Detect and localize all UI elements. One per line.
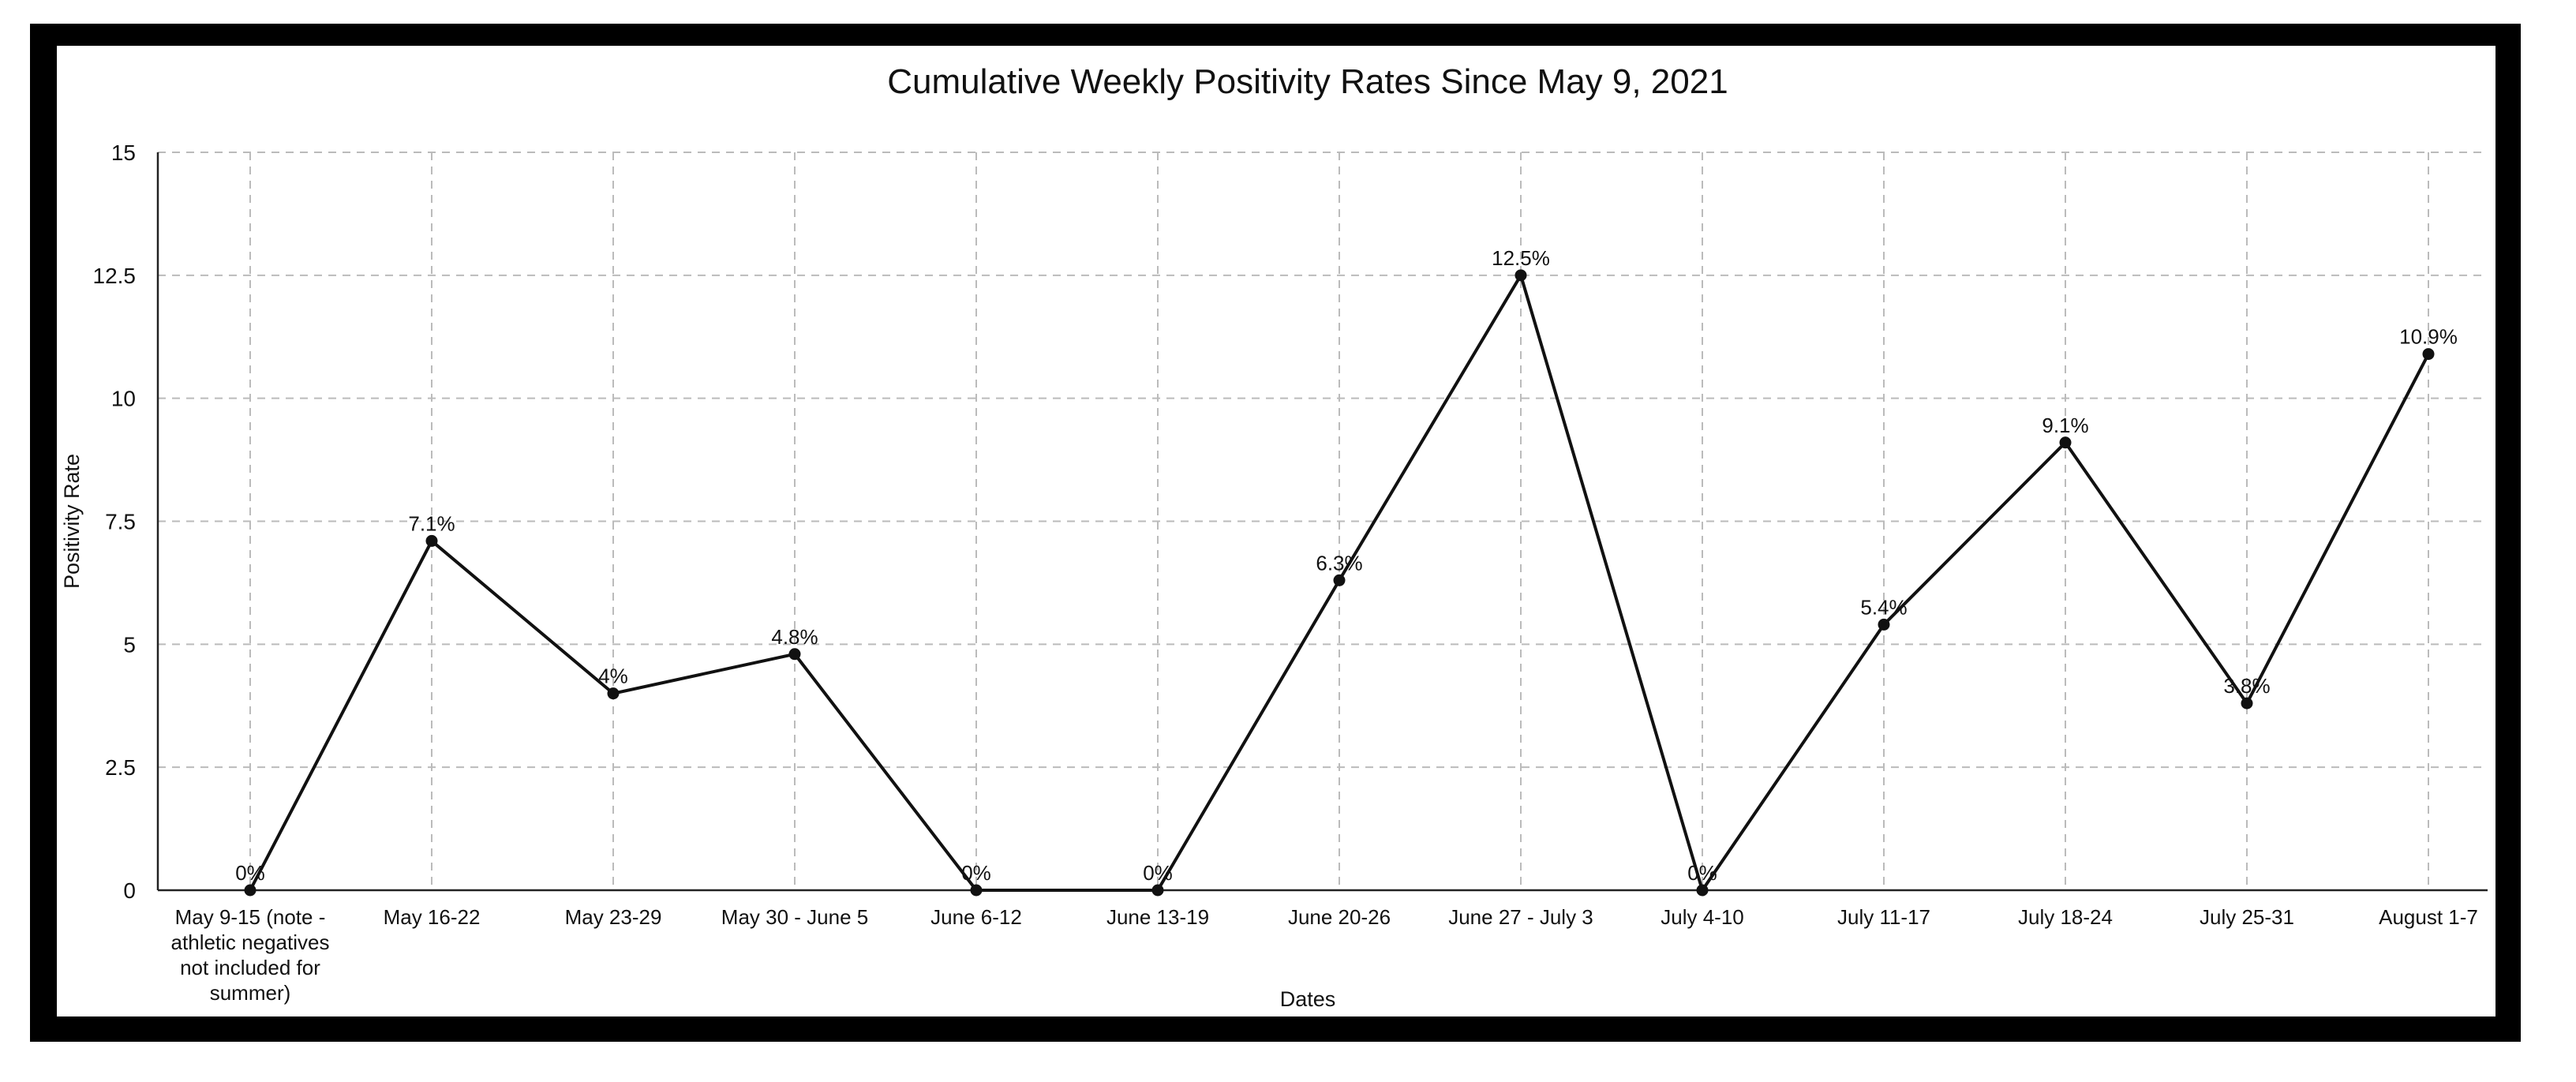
data-label: 0% — [1143, 861, 1173, 885]
data-label: 5.4% — [1860, 595, 1907, 619]
line-chart: Cumulative Weekly Positivity Rates Since… — [60, 62, 2488, 1011]
x-tick-label-line: athletic negatives — [171, 930, 330, 954]
x-tick-label-line: May 9-15 (note - — [175, 905, 326, 929]
x-tick-label-line: summer) — [210, 981, 291, 1005]
x-tick-label: May 9-15 (note -athletic negatives not in… — [171, 905, 330, 1005]
x-tick-label: July 18-24 — [2018, 905, 2113, 929]
x-tick-label-line: May 30 - June 5 — [721, 905, 868, 929]
y-tick-label: 12.5 — [93, 264, 137, 288]
data-point — [2241, 697, 2253, 709]
x-tick-label-line: May 16-22 — [384, 905, 481, 929]
data-label: 3.8% — [2223, 674, 2270, 698]
data-point — [244, 884, 256, 897]
x-tick-label-line: June 20-26 — [1288, 905, 1391, 929]
grid — [158, 152, 2488, 890]
data-label: 4% — [598, 665, 628, 688]
data-label: 6.3% — [1316, 551, 1362, 575]
x-tick-labels: May 9-15 (note -athletic negatives not in… — [171, 905, 2478, 1005]
chart-title: Cumulative Weekly Positivity Rates Since… — [887, 62, 1728, 101]
data-point — [788, 648, 801, 661]
data-point — [425, 534, 438, 547]
data-point — [2059, 436, 2072, 449]
y-axis-label: Positivity Rate — [60, 454, 84, 589]
x-tick-label: May 23-29 — [565, 905, 662, 929]
x-tick-label-line: June 6-12 — [930, 905, 1022, 929]
x-tick-label-line: June 13-19 — [1106, 905, 1209, 929]
x-tick-label-line: July 25-31 — [2200, 905, 2294, 929]
x-tick-label: May 30 - June 5 — [721, 905, 868, 929]
x-tick-label-line: July 11-17 — [1837, 905, 1930, 929]
x-tick-label-line: July 18-24 — [2018, 905, 2113, 929]
data-point — [1878, 618, 1890, 631]
y-tick-label: 5 — [123, 632, 136, 657]
data-label: 0% — [235, 861, 265, 885]
x-tick-label: July 4-10 — [1661, 905, 1744, 929]
data-labels: 0% 7.1% 4% 4.8% 0% 0% 6.3% 12.5% 0% 5.4% 9.1% 3.8% 1… — [235, 246, 2458, 885]
data-point — [970, 884, 983, 897]
y-tick-label: 7.5 — [105, 510, 136, 534]
x-tick-label: July 11-17 — [1837, 905, 1930, 929]
x-tick-label-line: May 23-29 — [565, 905, 662, 929]
data-point — [1696, 884, 1709, 897]
data-point — [1515, 269, 1527, 282]
y-tick-label: 10 — [111, 387, 136, 411]
x-tick-label-line: June 27 - July 3 — [1448, 905, 1593, 929]
data-point — [1151, 884, 1164, 897]
y-tick-label: 0 — [123, 878, 136, 903]
y-tick-label: 2.5 — [105, 755, 136, 780]
x-tick-label: June 20-26 — [1288, 905, 1391, 929]
data-label: 9.1% — [2042, 414, 2088, 437]
data-label: 12.5% — [1492, 246, 1550, 270]
data-label: 0% — [961, 861, 991, 885]
series-positivity-rate — [244, 269, 2435, 897]
x-tick-label: June 6-12 — [930, 905, 1022, 929]
data-point — [2422, 348, 2435, 361]
axes — [156, 152, 2488, 892]
x-tick-label-line: August 1-7 — [2379, 905, 2478, 929]
data-label: 4.8% — [771, 625, 818, 649]
chart-frame: Cumulative Weekly Positivity Rates Since… — [30, 24, 2521, 1042]
x-tick-label-line: not included for — [180, 956, 320, 979]
x-tick-label-line: July 4-10 — [1661, 905, 1744, 929]
x-tick-label: June 13-19 — [1106, 905, 1209, 929]
x-tick-label: May 16-22 — [384, 905, 481, 929]
data-label: 7.1% — [408, 511, 455, 535]
y-tick-labels: 0 2.5 5 7.5 10 12.5 15 — [93, 140, 137, 903]
data-point — [1333, 574, 1346, 586]
chart-panel: Cumulative Weekly Positivity Rates Since… — [57, 46, 2496, 1016]
x-tick-label: July 25-31 — [2200, 905, 2294, 929]
data-label: 0% — [1687, 861, 1717, 885]
x-axis-label: Dates — [1280, 987, 1336, 1011]
data-point — [607, 687, 620, 700]
x-tick-label: June 27 - July 3 — [1448, 905, 1593, 929]
x-tick-label: August 1-7 — [2379, 905, 2478, 929]
data-label: 10.9% — [2399, 325, 2458, 349]
y-tick-label: 15 — [111, 140, 136, 165]
